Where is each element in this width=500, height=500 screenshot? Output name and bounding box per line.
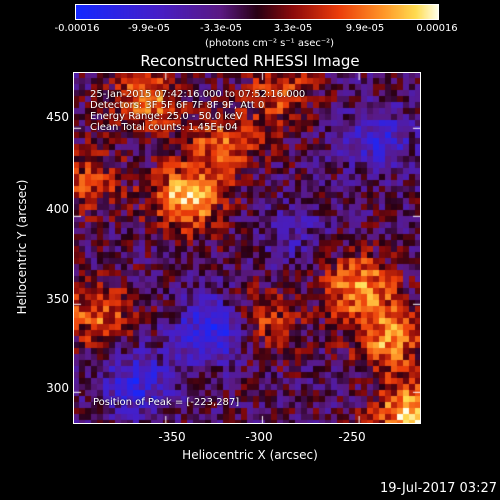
x-tick-label: -300 (245, 430, 273, 444)
annotation-clean: Clean Total counts: 1.45E+04 (90, 122, 238, 133)
annotation-detectors: Detectors: 3F 5F 6F 7F 8F 9F, Att 0 (90, 100, 265, 111)
annotation-time: 25-Jan-2015 07:42:16.000 to 07:52:16.000 (90, 89, 306, 100)
x-axis-label: Heliocentric X (arcsec) (182, 448, 318, 462)
x-tick-label: -250 (338, 430, 366, 444)
chart-title: Reconstructed RHESSI Image (140, 52, 360, 70)
colorbar-tick: 9.9e-05 (345, 23, 385, 34)
x-tick-label: -350 (158, 430, 186, 444)
colorbar-tick: -3.3e-05 (200, 23, 242, 34)
y-tick-label: 400 (46, 202, 69, 216)
y-tick-label: 350 (46, 292, 69, 306)
y-tick-label: 300 (46, 381, 69, 395)
colorbar-tick: -0.00016 (54, 23, 100, 34)
colorbar-tick: 3.3e-05 (273, 23, 313, 34)
heatmap-image (73, 72, 421, 424)
y-tick-label: 450 (46, 110, 69, 124)
colorbar-tick: 0.00016 (416, 23, 458, 34)
colorbar-gradient (76, 5, 438, 19)
colorbar-tick: -9.9e-05 (128, 23, 170, 34)
colorbar-unit: (photons cm⁻² s⁻¹ asec⁻²) (205, 38, 335, 49)
colorbar (75, 4, 439, 20)
annotation-energy: Energy Range: 25.0 - 50.0 keV (90, 111, 243, 122)
peak-label: Position of Peak = [-223,287] (93, 397, 240, 408)
timestamp: 19-Jul-2017 03:27 (379, 481, 497, 496)
plot-area: 25-Jan-2015 07:42:16.000 to 07:52:16.000… (73, 72, 421, 424)
y-axis-label: Heliocentric Y (arcsec) (15, 179, 29, 315)
